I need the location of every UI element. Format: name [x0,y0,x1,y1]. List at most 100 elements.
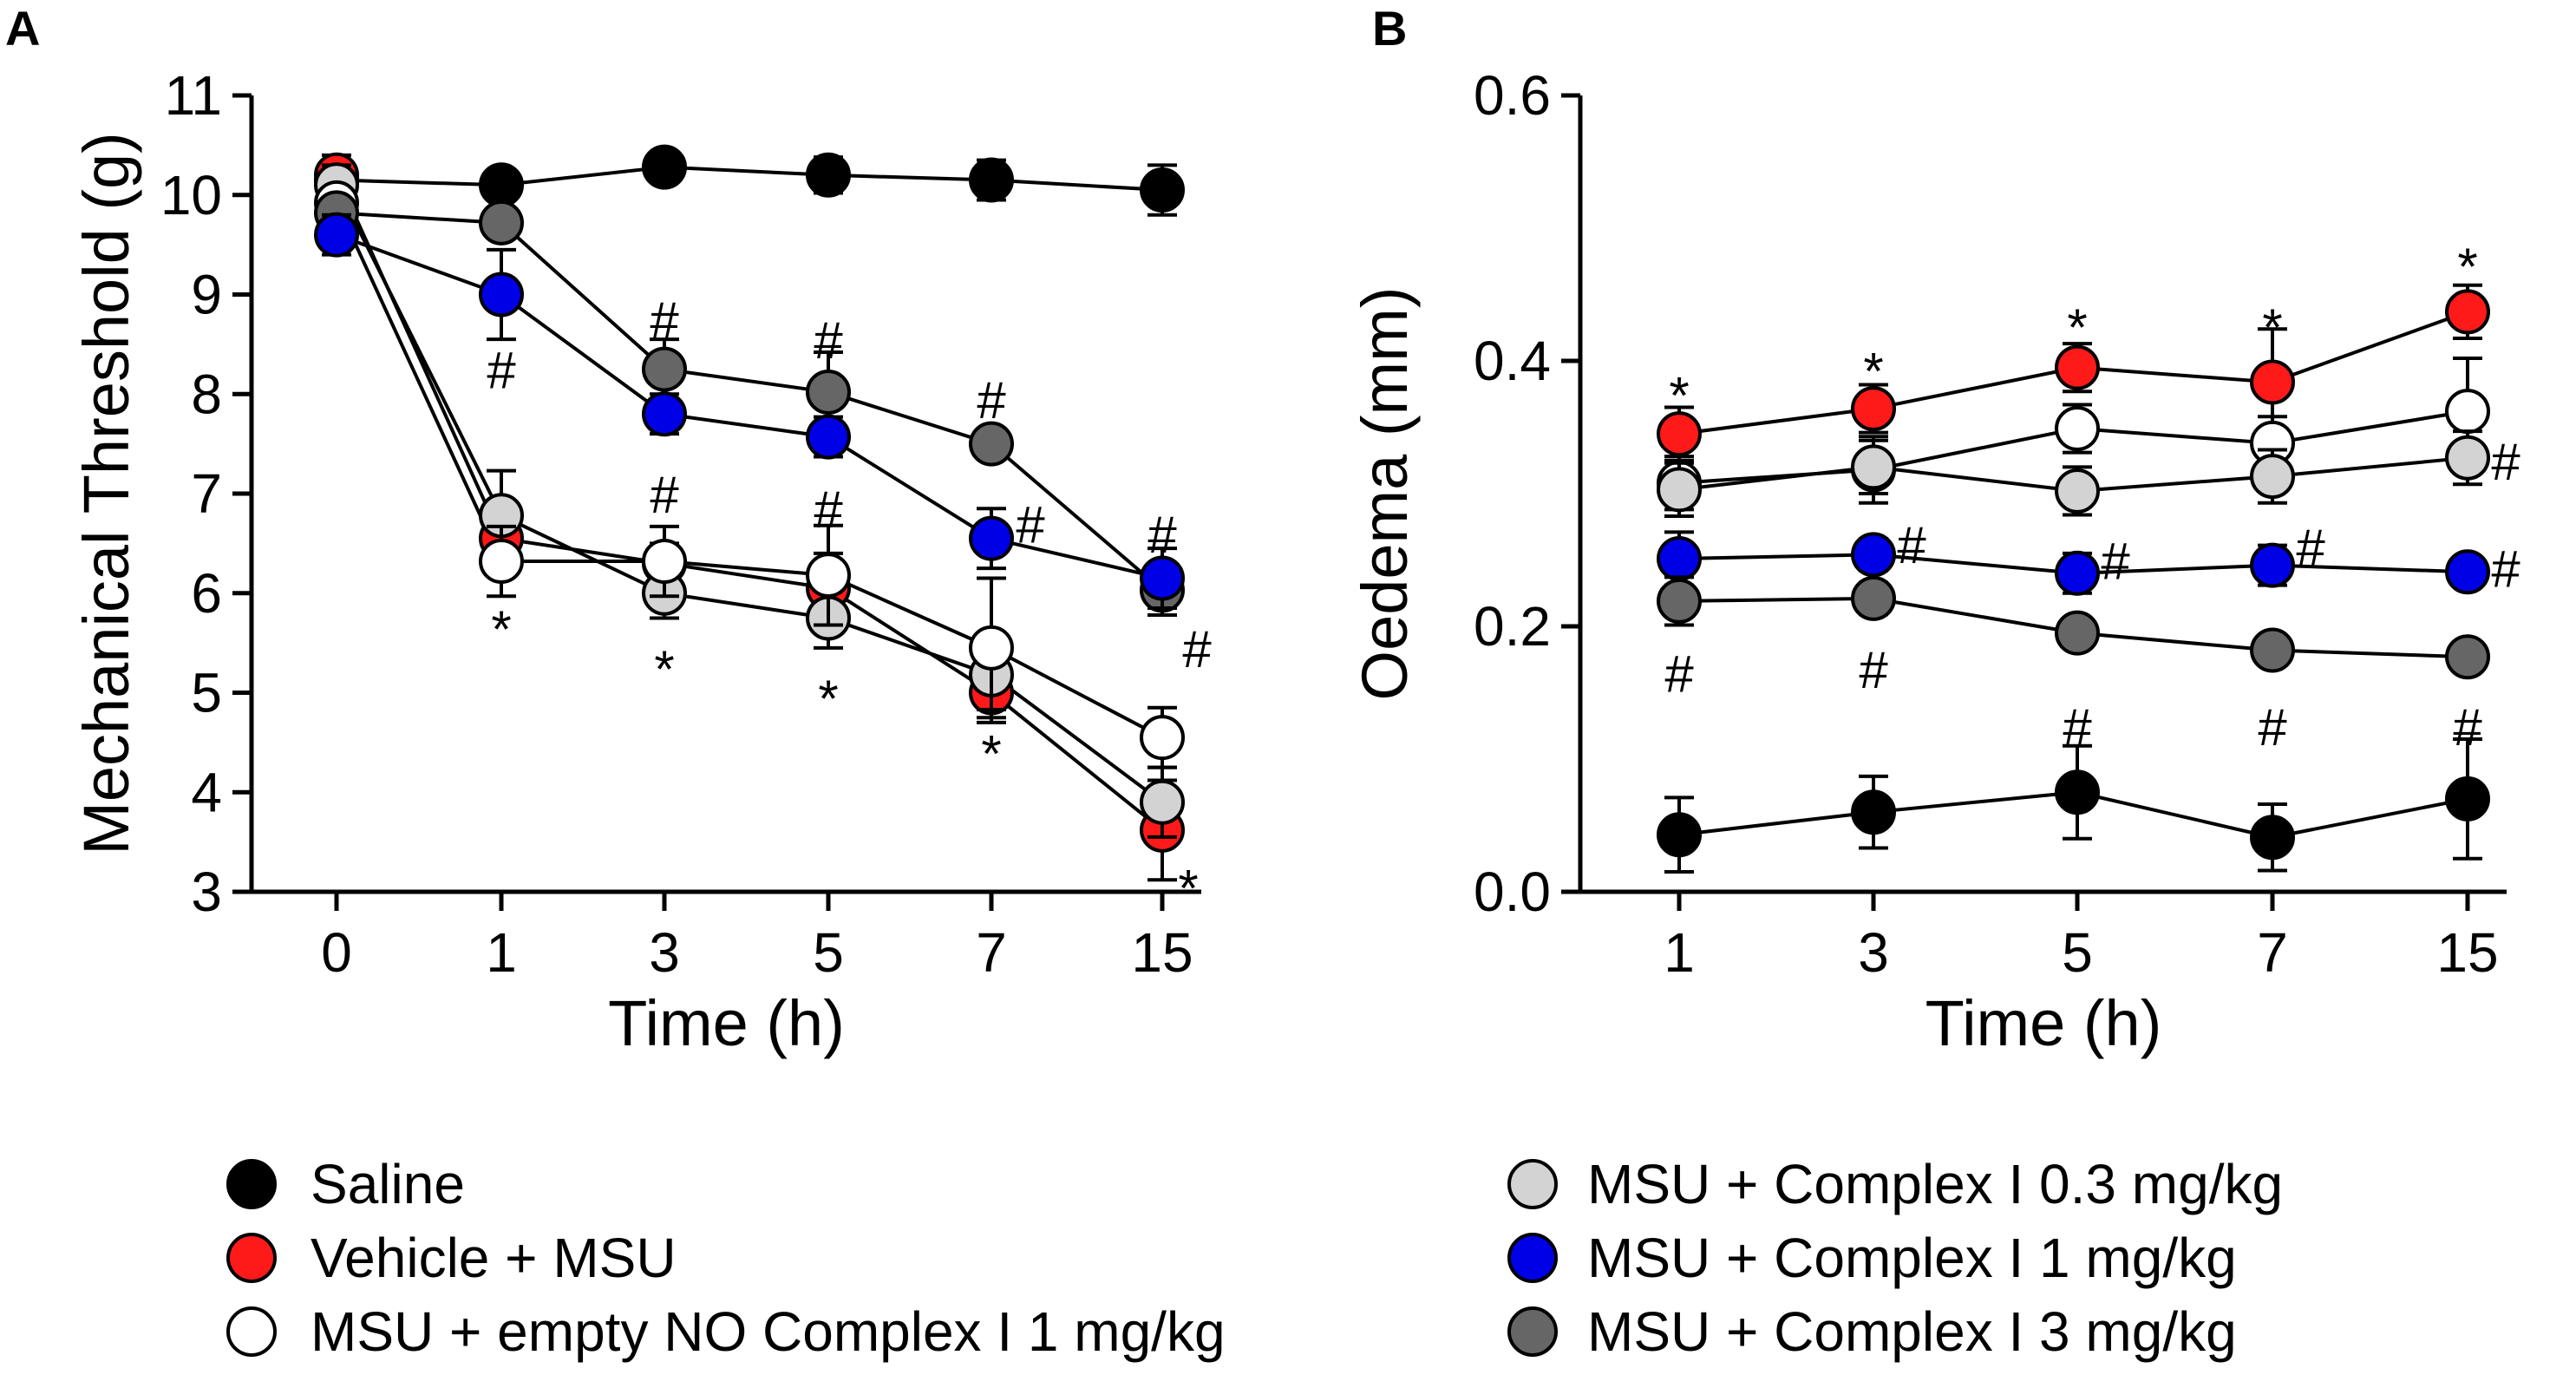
panel-a-point-c03 [1140,779,1185,825]
panel-b-significance-hash: # [2296,519,2325,577]
panel-b-significance-hash: # [2063,698,2092,756]
panel-a-point-saline [479,162,524,208]
panel-b-x-axis-title: Time (h) [1925,987,2162,1059]
panel-a-point-empty_no [1140,715,1185,761]
panel-a-series-line-c3 [336,211,1164,592]
panel-a-significance-star: * [1178,859,1198,917]
panel-b-point-saline [2445,776,2490,822]
panel-a-significance-star: * [491,600,511,658]
panel-a-point-empty_no [642,539,687,585]
panel-a-significance-hash: # [1147,506,1177,564]
panel-a-point-c3 [479,200,524,246]
panel-b-significance-star: * [2457,238,2477,296]
panel-a-y-tick-label: 6 [191,562,222,625]
panel-a-label: A [5,1,40,56]
panel-b-point-c1 [2445,549,2490,595]
panel-b-point-c3 [2445,634,2490,680]
legend-marker-c1 [1507,1233,1558,1283]
panel-a-x-tick-label: 5 [813,921,844,984]
panel-a-significance-hash: # [977,371,1006,429]
panel-b-significance-star: * [1669,366,1689,424]
legend: Saline Vehicle + MSU MSU + empty NO Comple… [226,1153,2283,1363]
panel-b-x-tick-label: 7 [2257,921,2288,984]
panel-b-x-tick-label: 5 [2062,921,2093,984]
panel-a-x-tick-label: 0 [321,921,352,984]
panel-a-y-tick-label: 7 [191,462,222,525]
legend-label-vehicle_msu: Vehicle + MSU [311,1227,677,1289]
panel-b-point-vehicle_msu [2055,344,2100,390]
panel-a-point-c1 [806,414,851,460]
panel-b-point-c03 [1851,444,1896,490]
legend-label-c1: MSU + Complex I 1 mg/kg [1587,1227,2237,1289]
panel-b-x-tick-label: 15 [2436,921,2498,984]
panel-a-x-tick-label: 3 [649,921,680,984]
panel-a-point-c1 [314,212,359,258]
panel-a-point-empty_no [806,553,851,599]
panel-a-significance-star: * [654,640,674,698]
panel-b-point-c03 [2250,454,2295,500]
panel-a-series-line-empty_no [335,202,1163,739]
panel-b-significance-hash: # [2491,433,2520,491]
panel-a-point-saline [1140,167,1185,213]
panel-b-point-empty_no [2055,406,2100,452]
panel-b-point-c1 [1851,532,1896,578]
panel-a-x-axis-title: Time (h) [608,987,845,1059]
panel-a-point-c1 [969,515,1014,561]
panel-b-significance-hash: # [2101,533,2130,591]
panel-a-significance-hash: # [650,291,679,350]
panel-b-point-c3 [2055,610,2100,656]
panel-a-x-tick-label: 15 [1131,921,1193,984]
panel-a-series-line-c03 [335,184,1164,804]
panel-b: B Time (h) Oedema (mm) 0.0 0.2 0.4 0.6 1 3 5 7 1… [1349,1,2520,1059]
panel-b-y-tick-label: 0.6 [1474,64,1551,127]
panel-a-y-tick-label: 9 [191,264,222,326]
legend-label-empty_no: MSU + empty NO Complex I 1 mg/kg [311,1300,1226,1363]
panel-b-point-saline [2055,769,2100,815]
panel-a-point-c3 [806,369,851,415]
panel-b-significance-star: * [2067,298,2087,357]
panel-b-point-c3 [1851,575,1896,621]
panel-b-point-vehicle_msu [2445,289,2490,335]
legend-label-saline: Saline [311,1153,465,1215]
legend-marker-c3 [1507,1306,1558,1357]
panel-a-significance-star: * [818,670,838,728]
panel-a-significance-hash: # [1182,620,1212,678]
panel-b-point-c03 [2055,468,2100,514]
panel-a-point-saline [969,157,1014,203]
panel-a-point-saline [806,152,851,198]
panel-a-y-tick-label: 8 [191,363,222,425]
panel-a-significance-hash: # [1016,495,1045,553]
panel-a-point-c3 [969,421,1014,467]
panel-b-y-tick-label: 0.0 [1474,861,1551,923]
panel-a-x-tick-label: 1 [486,921,517,984]
panel-b-point-c3 [1657,578,1702,624]
panel-a-significance-hash: # [487,342,516,400]
panel-a-significance-hash: # [650,466,679,524]
panel-b-significance-hash: # [1664,645,1694,704]
panel-b-significance-hash: # [2453,698,2482,756]
panel-b-y-tick-label: 0.4 [1474,330,1551,392]
panel-b-point-saline [1851,789,1896,835]
panel-a-point-c1 [1140,555,1185,601]
panel-a-series-line-c1 [336,232,1163,580]
panel-a-significance-hash: # [814,311,843,370]
panel-a-y-tick-label: 4 [191,761,222,823]
panel-a-point-saline [642,144,687,190]
legend-label-c03: MSU + Complex I 0.3 mg/kg [1587,1153,2283,1215]
panel-b-significance-hash: # [2258,698,2287,756]
panel-b-point-vehicle_msu [1657,411,1702,457]
panel-b-point-c1 [1657,535,1702,581]
panel-a-point-c1 [642,391,687,437]
legend-label-c3: MSU + Complex I 3 mg/kg [1587,1300,2237,1363]
panel-a-y-axis-title: Mechanical Threshold (g) [70,132,142,855]
panel-a-y-tick-label: 5 [191,662,222,724]
panel-a-point-empty_no [969,625,1014,671]
panel-a-significance-hash: # [814,481,843,539]
panel-b-y-axis-title: Oedema (mm) [1349,287,1421,701]
panel-a-series-line-saline [336,165,1163,193]
panel-b-point-c1 [2055,550,2100,596]
panel-b-significance-star: * [1863,343,1883,401]
panel-a-point-empty_no [479,539,524,585]
legend-marker-saline [226,1159,277,1209]
panel-b-point-saline [1657,812,1702,858]
